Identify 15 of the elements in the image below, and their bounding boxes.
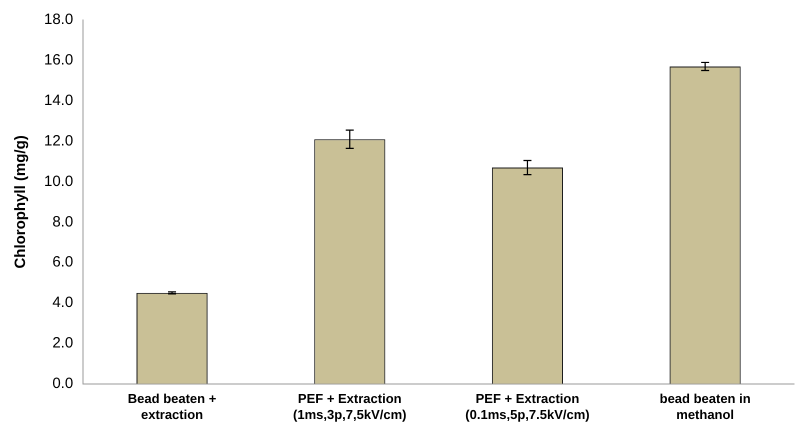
- y-tick-label: 2.0: [52, 334, 74, 352]
- y-tick-label: 8.0: [52, 213, 74, 230]
- x-tick-label: bead beaten in methanol: [660, 391, 751, 422]
- y-tick-label: 4.0: [52, 294, 74, 312]
- x-tick-label: PEF + Extraction (1ms,3p,7,5kV/cm): [293, 391, 406, 422]
- y-tick-label: 10.0: [44, 172, 74, 190]
- x-tick-label: Bead beaten + extraction: [128, 391, 217, 422]
- y-tick-label: 6.0: [52, 254, 74, 271]
- y-tick-label: 18.0: [44, 11, 74, 28]
- y-axis-title: Chlorophyll (mg/g): [12, 135, 30, 269]
- y-tick-label: 16.0: [44, 52, 74, 69]
- x-tick-label: PEF + Extraction (0.1ms,5p,7.5kV/cm): [465, 391, 590, 422]
- y-tick-label: 12.0: [44, 132, 74, 150]
- y-tick-label: 14.0: [44, 92, 74, 109]
- y-tick-label: 0.0: [52, 374, 74, 392]
